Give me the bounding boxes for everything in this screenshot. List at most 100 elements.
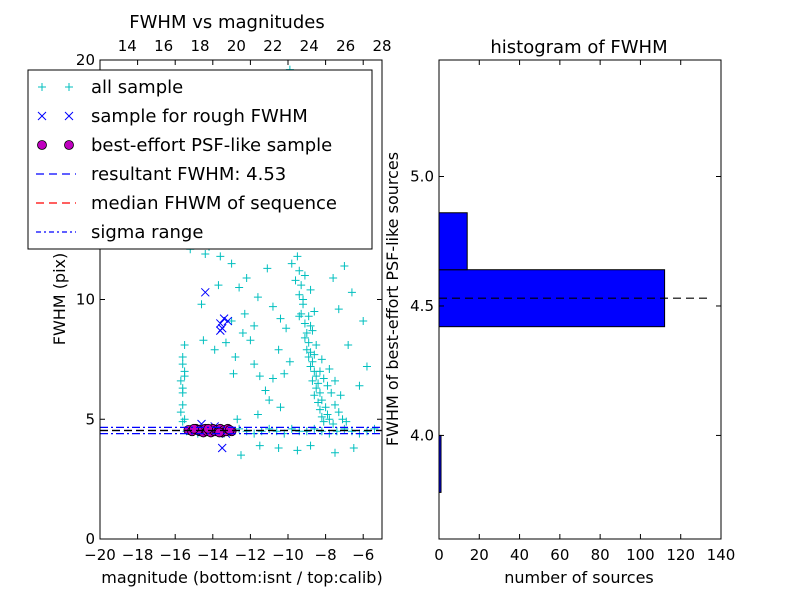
plus-marker	[246, 336, 255, 345]
plus-marker	[344, 341, 353, 350]
plus-marker	[221, 338, 230, 347]
plus-marker	[319, 417, 328, 426]
legend-entry: sample for rough FWHM	[37, 106, 308, 127]
plus-marker	[274, 345, 283, 354]
plus-marker	[317, 427, 326, 436]
plus-marker	[287, 424, 296, 433]
histogram-y-axis: 4.0 4.5 5.0	[410, 168, 721, 444]
plus-marker	[312, 341, 321, 350]
plus-marker	[323, 381, 332, 390]
top-x-tick-label: 22	[263, 37, 282, 55]
plus-marker	[280, 369, 289, 378]
plus-marker	[327, 388, 336, 397]
plus-marker	[265, 424, 274, 433]
x-tick-label: 100	[626, 546, 655, 564]
plus-marker	[180, 415, 189, 424]
plus-marker	[355, 381, 364, 390]
plus-marker	[263, 264, 272, 273]
plus-marker	[178, 384, 187, 393]
x-marker	[223, 316, 233, 326]
plus-marker	[340, 424, 349, 433]
plus-marker	[38, 83, 46, 91]
x-tick-label: −18	[122, 546, 154, 564]
x-tick-label: 0	[434, 546, 444, 564]
plus-marker	[229, 369, 238, 378]
top-x-tick-label: 16	[154, 37, 173, 55]
legend-entry: resultant FWHM: 4.53	[36, 164, 286, 185]
x-tick-label: −14	[197, 546, 229, 564]
plus-marker	[325, 364, 334, 373]
plus-marker	[302, 345, 311, 354]
plus-marker	[312, 384, 321, 393]
x-marker	[219, 314, 229, 324]
legend-entries: all sample sample for rough FWHM best-effo…	[36, 77, 337, 243]
plus-marker	[297, 281, 306, 290]
scatter-top-axis: 14 16 18 20 22 24 26 28	[118, 37, 392, 55]
plus-marker	[308, 357, 317, 366]
histogram-y-label: FWHM of best-effort PSF-like sources	[383, 152, 402, 446]
y-tick-label: 10	[76, 291, 95, 309]
plus-marker	[299, 295, 308, 304]
legend-entry: all sample	[38, 77, 183, 98]
plus-marker	[319, 374, 328, 383]
plus-marker	[291, 276, 300, 285]
plus-marker	[310, 391, 319, 400]
plus-marker	[250, 360, 259, 369]
plus-marker	[287, 259, 296, 268]
legend-entry: median FHWM of sequence	[36, 193, 337, 214]
legend-label: best-effort PSF-like sample	[91, 135, 332, 156]
legend-label: sample for rough FWHM	[91, 106, 308, 127]
plus-marker	[65, 83, 73, 91]
plus-marker	[321, 403, 330, 412]
top-x-tick-label: 26	[336, 37, 355, 55]
scatter-reference-lines	[100, 426, 382, 435]
x-marker	[64, 111, 74, 121]
plus-marker	[268, 374, 277, 383]
plus-marker	[310, 424, 319, 433]
plus-marker	[312, 372, 321, 381]
plus-marker	[308, 376, 317, 385]
x-tick-label: −10	[272, 546, 304, 564]
plus-marker	[306, 362, 315, 371]
scatter-panel: FWHM vs magnitudes 14 16 18 20 22 24 26 28 −20−…	[27, 12, 392, 587]
plus-marker	[325, 415, 334, 424]
plus-marker	[216, 252, 225, 261]
legend-box	[27, 69, 373, 250]
x-tick-label: 20	[470, 546, 489, 564]
scatter-y-label: FWHM (pix)	[50, 253, 69, 346]
plus-marker	[302, 329, 311, 338]
plus-marker	[300, 319, 309, 328]
plus-marker	[310, 350, 319, 359]
plus-marker	[295, 312, 304, 321]
scatter-y-axis: 0 5 10 20	[76, 51, 382, 548]
histogram-frame	[438, 59, 722, 540]
plus-marker	[285, 357, 294, 366]
histogram-title: histogram of FWHM	[490, 37, 667, 58]
plus-marker	[238, 329, 247, 338]
plus-marker	[197, 300, 206, 309]
x-marker	[217, 443, 227, 453]
plus-marker	[340, 261, 349, 270]
x-tick-label: −6	[352, 546, 374, 564]
plus-marker	[306, 321, 315, 330]
plus-marker	[265, 396, 274, 405]
plus-marker	[304, 352, 313, 361]
x-tick-label: 60	[550, 546, 569, 564]
plus-marker	[261, 386, 270, 395]
top-x-tick-label: 24	[300, 37, 319, 55]
x-tick-label: −20	[84, 546, 116, 564]
plus-marker	[362, 427, 371, 436]
plus-marker	[201, 249, 210, 258]
plus-marker	[293, 252, 302, 261]
plus-marker	[331, 400, 339, 409]
plus-marker	[359, 317, 368, 326]
scatter-x-axis: −20 −18 −16 −14 −12 −10 −8 −6	[84, 60, 374, 564]
plus-marker	[178, 352, 187, 361]
plus-marker	[331, 448, 339, 457]
plus-marker	[310, 307, 319, 316]
x-tick-label: 140	[707, 546, 736, 564]
plus-marker	[237, 451, 245, 460]
x-marker	[37, 111, 47, 121]
plus-marker	[317, 355, 326, 364]
circle-marker	[214, 427, 225, 438]
